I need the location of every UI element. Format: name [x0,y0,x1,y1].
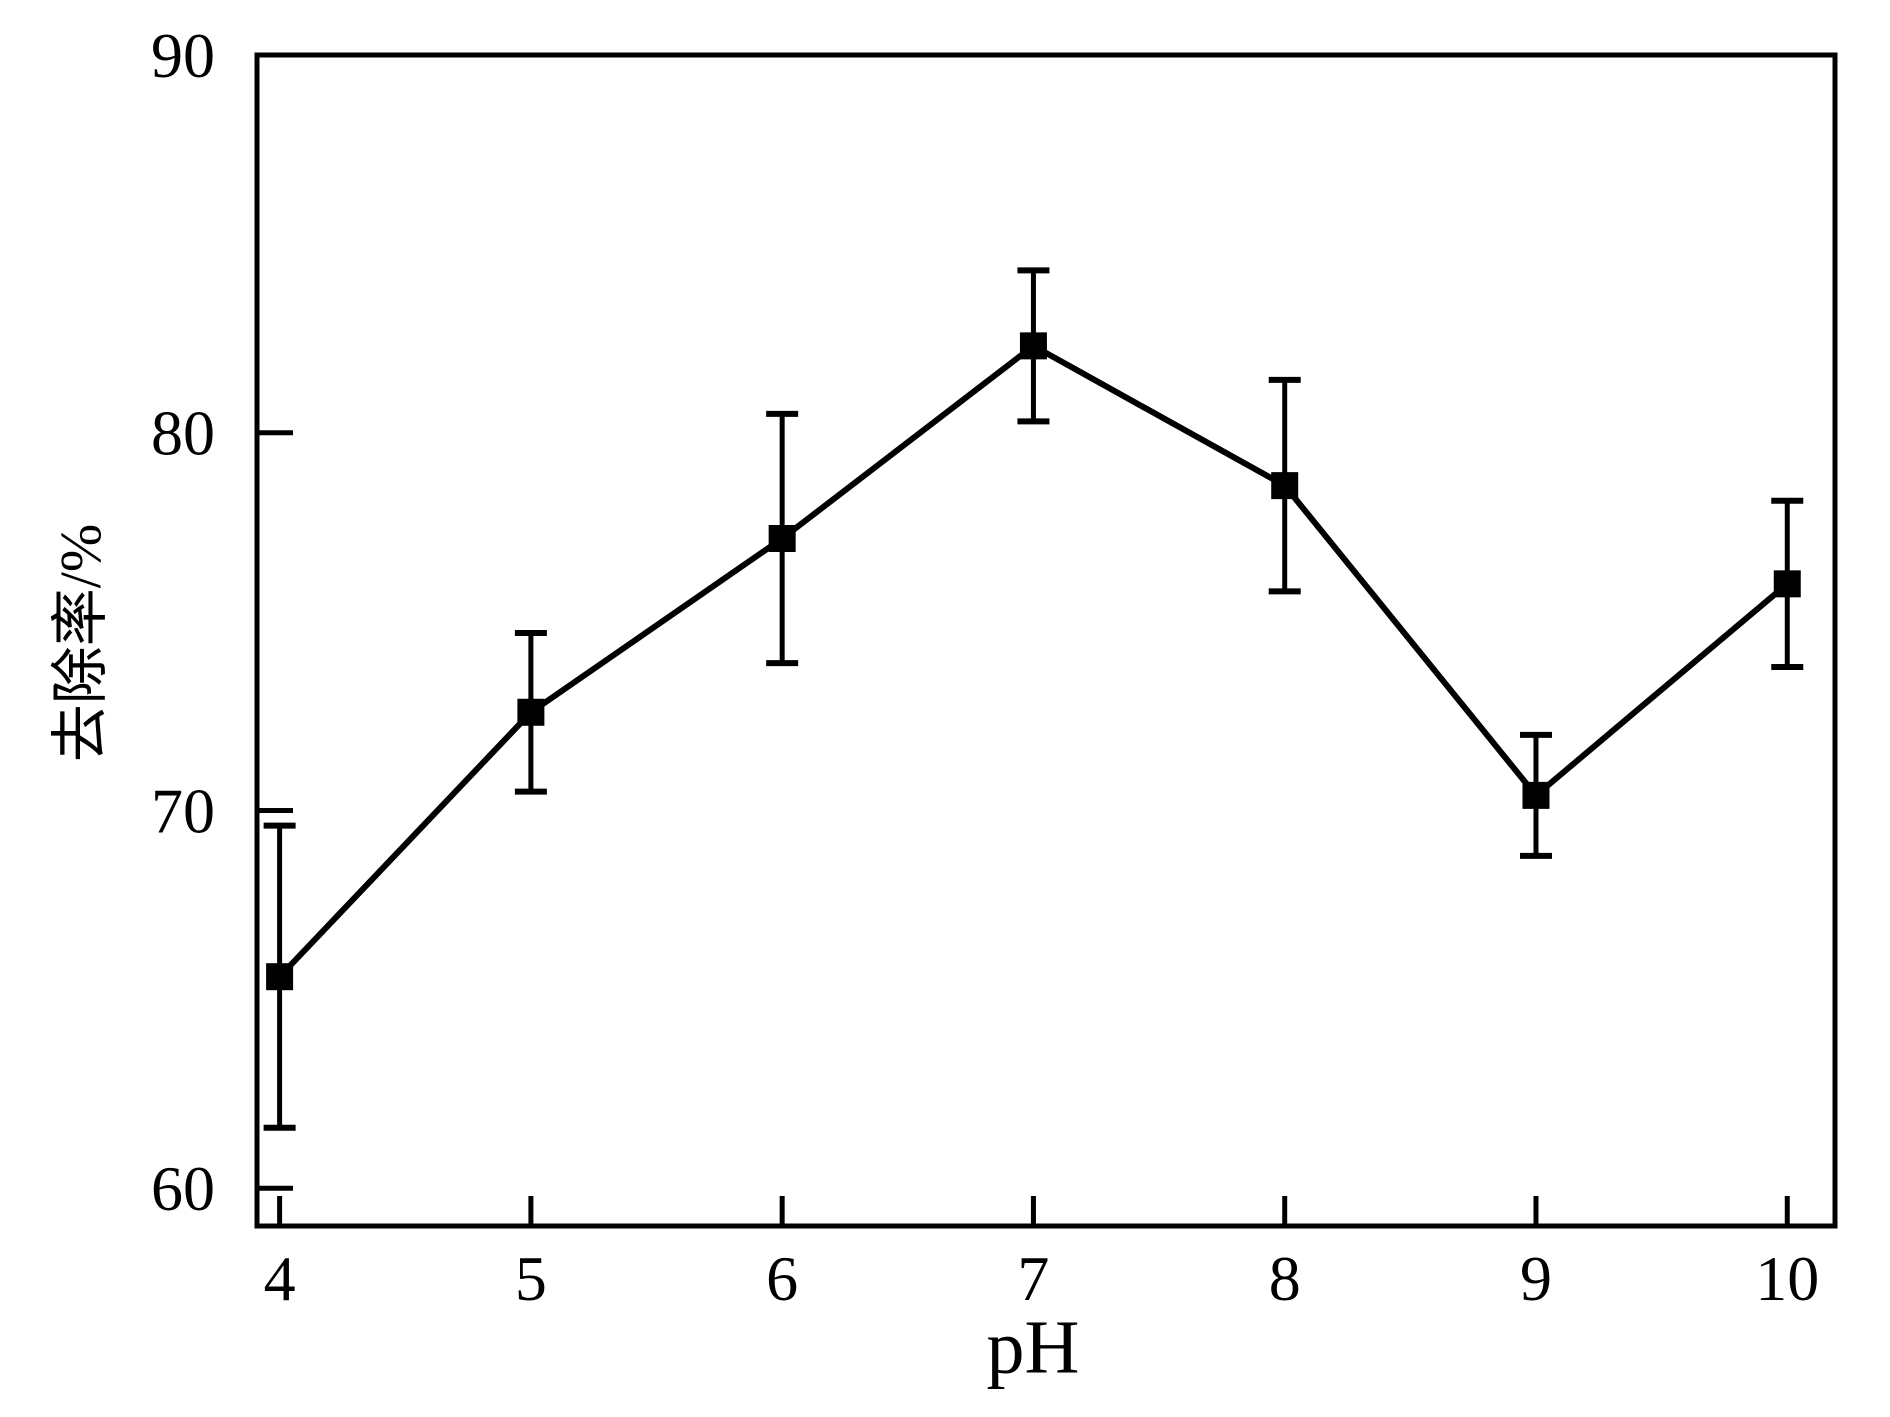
y-tick-label: 80 [151,398,215,469]
data-point-marker [517,698,545,726]
y-axis-title: 去除率/% [48,523,113,763]
x-tick-label: 9 [1520,1243,1552,1314]
x-tick-label: 5 [515,1243,547,1314]
axis-frame [254,52,1838,1229]
y-tick-label: 70 [151,775,215,846]
data-point-marker [1773,570,1801,598]
x-tick-label: 4 [264,1243,296,1314]
data-line [277,342,1790,979]
data-point-marker [1019,332,1047,360]
y-tick-label: 90 [151,20,215,91]
data-point-marker [1522,781,1550,809]
y-tick-label: 60 [151,1153,215,1224]
x-tick-label: 8 [1269,1243,1301,1314]
data-point-marker [768,525,796,553]
x-tick-label: 10 [1755,1243,1819,1314]
data-point-marker [1271,472,1299,500]
data-point-marker [266,963,294,991]
x-tick-label: 7 [1017,1243,1049,1314]
x-tick-label: 6 [766,1243,798,1314]
x-axis-title: pH [986,1305,1080,1390]
